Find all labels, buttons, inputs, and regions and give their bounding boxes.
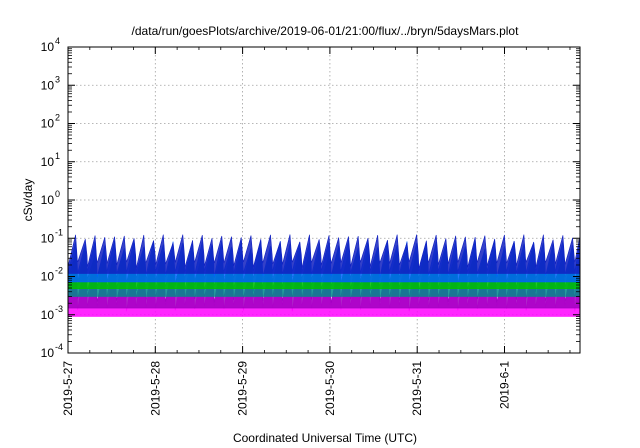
y-tick-exponent: -3 — [55, 304, 63, 314]
y-tick-exponent: -1 — [55, 227, 63, 237]
y-tick-exponent: -4 — [55, 342, 63, 352]
series-area-5 — [67, 234, 581, 274]
y-tick-label: 10 — [41, 231, 55, 245]
x-tick-label: 2019-5-28 — [148, 361, 162, 416]
y-tick-exponent: 0 — [55, 189, 60, 199]
x-axis-ticks: 2019-5-27 2019-5-28 2019-5-29 2019-5-30 2019… — [61, 47, 571, 416]
y-tick-exponent: -2 — [55, 266, 63, 276]
x-tick-label: 2019-6-1 — [498, 361, 512, 409]
y-axis-label: cSv/day — [21, 179, 35, 222]
y-tick-exponent: 4 — [55, 36, 60, 46]
y-tick-exponent: 2 — [55, 113, 60, 123]
x-tick-label: 2019-5-27 — [61, 361, 75, 416]
y-tick-label: 10 — [41, 308, 55, 322]
y-tick-label: 10 — [41, 270, 55, 284]
y-tick-label: 10 — [41, 40, 55, 54]
y-tick-label: 10 — [41, 78, 55, 92]
y-tick-label: 10 — [41, 193, 55, 207]
y-tick-label: 10 — [41, 155, 55, 169]
data-series — [67, 234, 581, 317]
y-tick-exponent: 3 — [55, 74, 60, 84]
y-tick-label: 10 — [41, 117, 55, 131]
chart-title: /data/run/goesPlots/archive/2019-06-01/2… — [132, 24, 520, 38]
x-tick-label: 2019-5-30 — [323, 361, 337, 416]
x-tick-label: 2019-5-31 — [410, 361, 424, 416]
y-tick-exponent: 1 — [55, 151, 60, 161]
y-tick-label: 10 — [41, 346, 55, 360]
x-tick-label: 2019-5-29 — [236, 361, 250, 416]
x-axis-label: Coordinated Universal Time (UTC) — [233, 431, 417, 445]
